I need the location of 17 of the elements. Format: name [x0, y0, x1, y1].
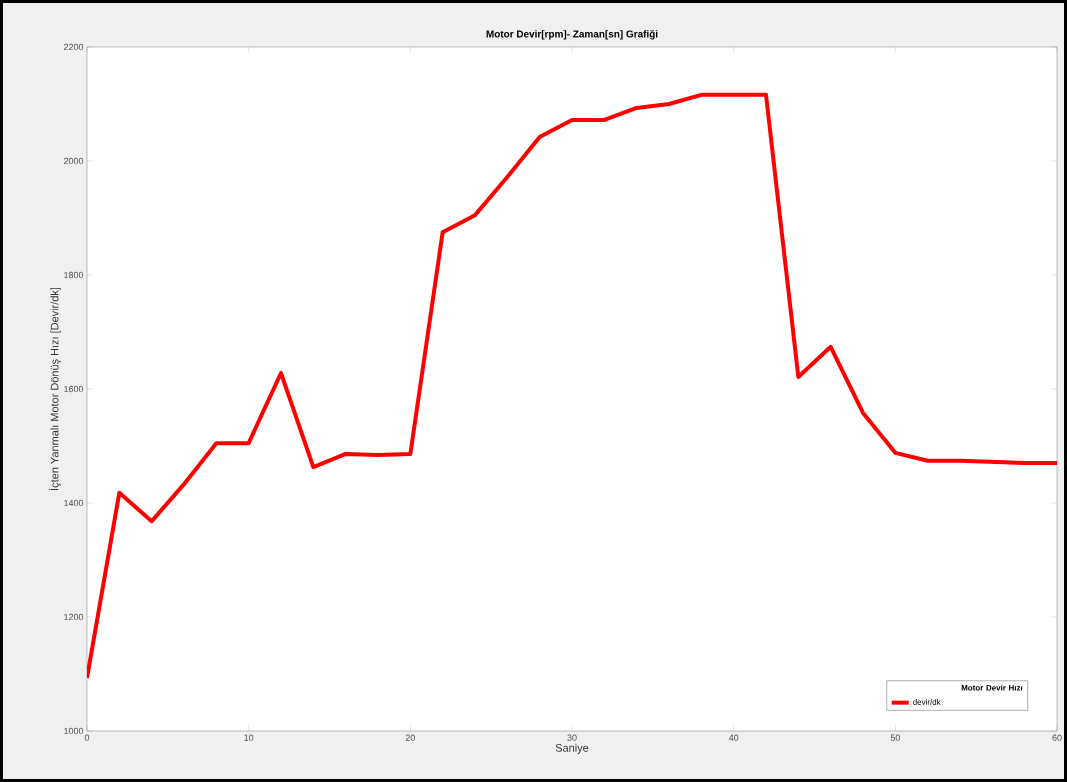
y-tick-label: 2200 [63, 43, 84, 51]
y-axis-title: İçten Yanmalı Motor Dönüş Hızı [Devir/dk] [48, 287, 61, 490]
chart-title: Motor Devir[rpm]- Zaman[sn] Grafiği [486, 30, 658, 40]
x-tick-label: 0 [84, 734, 90, 741]
y-tick-label: 1800 [64, 271, 84, 279]
x-tick-label: 50 [890, 734, 900, 741]
x-axis-title: Saniye [555, 743, 589, 754]
y-tick-label: 2000 [63, 157, 84, 165]
x-tick-label: 60 [1052, 734, 1062, 741]
x-tick-label: 10 [244, 734, 254, 741]
x-tick-label: 20 [405, 734, 415, 741]
y-tick-label: 1600 [64, 385, 84, 393]
x-tick-label: 30 [567, 734, 577, 741]
y-tick-label: 1000 [64, 727, 84, 735]
x-tick-label: 40 [728, 734, 739, 741]
y-tick-label: 1200 [64, 613, 84, 621]
y-tick-label: 1400 [64, 499, 84, 507]
